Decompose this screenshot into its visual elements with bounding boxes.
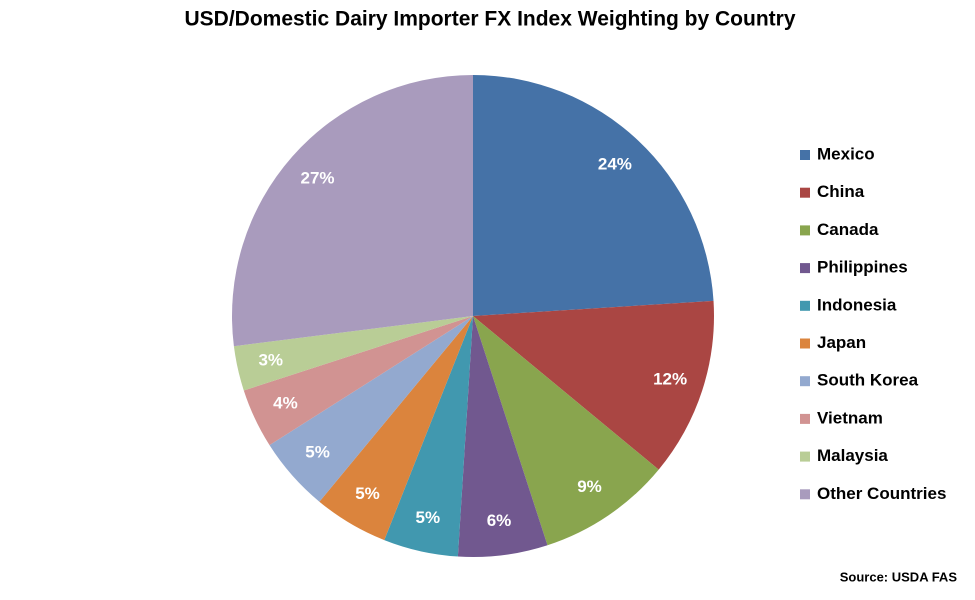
legend-label: Vietnam [817, 408, 883, 427]
legend-swatch [800, 338, 810, 349]
legend-label: Canada [817, 220, 879, 239]
data-label: 24% [598, 154, 632, 173]
legend-swatch [800, 300, 810, 311]
legend-label: Malaysia [817, 446, 888, 465]
data-label: 5% [415, 508, 440, 527]
legend-swatch [800, 413, 810, 424]
legend-swatch [800, 225, 810, 236]
legend-label: China [817, 182, 865, 201]
pie-slice [457, 316, 548, 557]
pie-slice [319, 316, 473, 541]
pie-slice [384, 316, 473, 557]
pie-slice [233, 316, 473, 391]
legend-swatch [800, 489, 810, 500]
data-label: 4% [273, 394, 298, 413]
data-label: 5% [305, 443, 330, 462]
pie-slice [473, 300, 714, 470]
data-label: 27% [301, 168, 335, 187]
pie-slice [243, 316, 473, 446]
pie-slice [473, 75, 714, 316]
pie-slice [473, 316, 659, 546]
legend-swatch [800, 150, 810, 160]
legend-swatch [800, 263, 810, 274]
legend-swatch [800, 376, 810, 387]
legend-swatch [800, 451, 810, 462]
legend-label: Indonesia [817, 295, 897, 314]
data-label: 5% [355, 484, 380, 503]
legend-label: Mexico [817, 144, 875, 163]
pie-slice [269, 316, 473, 502]
legend-label: Japan [817, 333, 866, 352]
data-label: 3% [258, 351, 283, 370]
pie-slice [232, 75, 473, 347]
chart-title: USD/Domestic Dairy Importer FX Index Wei… [184, 8, 795, 31]
legend-label: South Korea [817, 371, 919, 390]
legend-label: Philippines [817, 258, 908, 277]
legend-swatch [800, 187, 810, 198]
legend-label: Other Countries [817, 484, 946, 503]
source-note: Source: USDA FAS [840, 569, 958, 584]
data-label: 6% [487, 511, 512, 530]
data-label: 12% [653, 370, 687, 389]
data-label: 9% [577, 477, 602, 496]
